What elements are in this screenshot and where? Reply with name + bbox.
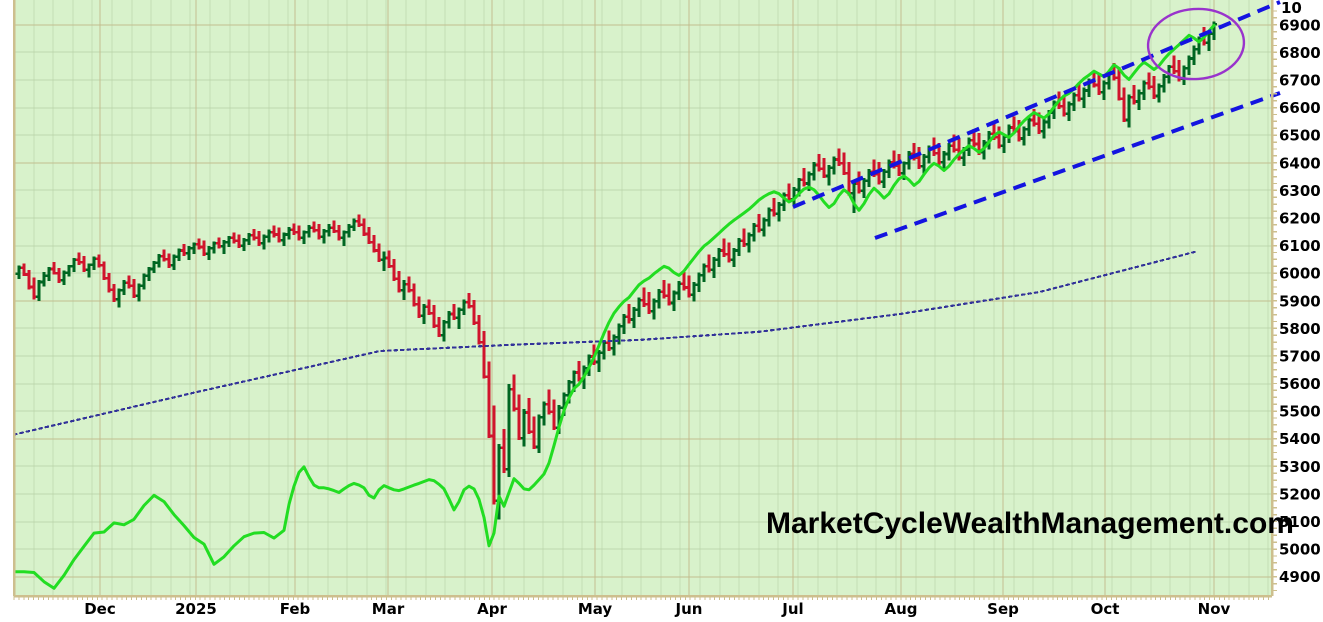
y-axis-label: 6500: [1279, 127, 1321, 145]
x-axis-label: Jul: [781, 600, 803, 618]
y-axis-label-partial: 10: [1281, 0, 1302, 17]
y-axis-label: 4900: [1279, 568, 1321, 586]
comparison-path: [14, 23, 1216, 590]
x-axis-label: May: [578, 600, 613, 618]
moving-average-path: [14, 250, 1198, 436]
ohlc-bar-series: [14, 21, 1217, 520]
y-axis-label: 5600: [1279, 375, 1321, 393]
x-axis-label: Mar: [372, 600, 405, 618]
y-axis-label: 6800: [1279, 44, 1321, 62]
y-axis-label: 5200: [1279, 485, 1321, 503]
y-axis-label: 6300: [1279, 182, 1321, 200]
x-axis-label: Aug: [884, 600, 917, 618]
grid-minor-lines: [13, 0, 1272, 596]
x-axis-label: Feb: [280, 600, 311, 618]
x-axis-label: Nov: [1198, 600, 1231, 618]
comparison-line: [14, 23, 1216, 590]
moving-average-line: [14, 250, 1198, 436]
y-axis-label: 5100: [1279, 513, 1321, 531]
y-axis-label: 6900: [1279, 16, 1321, 34]
y-axis-label: 5000: [1279, 541, 1321, 559]
y-axis-label: 6100: [1279, 237, 1321, 255]
y-axis-label: 5900: [1279, 292, 1321, 310]
x-axis-label: Oct: [1091, 600, 1120, 618]
x-axis-label: Apr: [477, 600, 507, 618]
y-axis-label: 5300: [1279, 458, 1321, 476]
chart-annotations: [792, 0, 1281, 240]
y-axis-label: 5500: [1279, 403, 1321, 421]
upper-channel-line: [792, 0, 1281, 209]
y-axis-ticks: [13, 10, 1277, 600]
x-axis-label: Dec: [84, 600, 116, 618]
y-axis-label: 6000: [1279, 265, 1321, 283]
y-axis-label: 6400: [1279, 154, 1321, 172]
y-axis-label: 6700: [1279, 72, 1321, 90]
x-axis-label: Jun: [675, 600, 703, 618]
y-axis-label: 5400: [1279, 430, 1321, 448]
lower-channel-line: [874, 91, 1281, 240]
x-axis-label: 2025: [175, 600, 217, 618]
y-axis-label: 6600: [1279, 99, 1321, 117]
x-axis-labels: Dec 2025 Feb Mar Apr May Jun Jul Aug Sep Oct Nov: [84, 600, 1230, 618]
watermark-text: MarketCycleWealthManagement.com: [766, 507, 1294, 540]
y-axis-label: 5700: [1279, 347, 1321, 365]
y-axis-label: 5800: [1279, 320, 1321, 338]
x-axis-label: Sep: [987, 600, 1019, 618]
grid-major-lines: [14, 0, 1272, 596]
y-axis-label: 6200: [1279, 210, 1321, 228]
highlight-ellipse: [1146, 7, 1246, 81]
